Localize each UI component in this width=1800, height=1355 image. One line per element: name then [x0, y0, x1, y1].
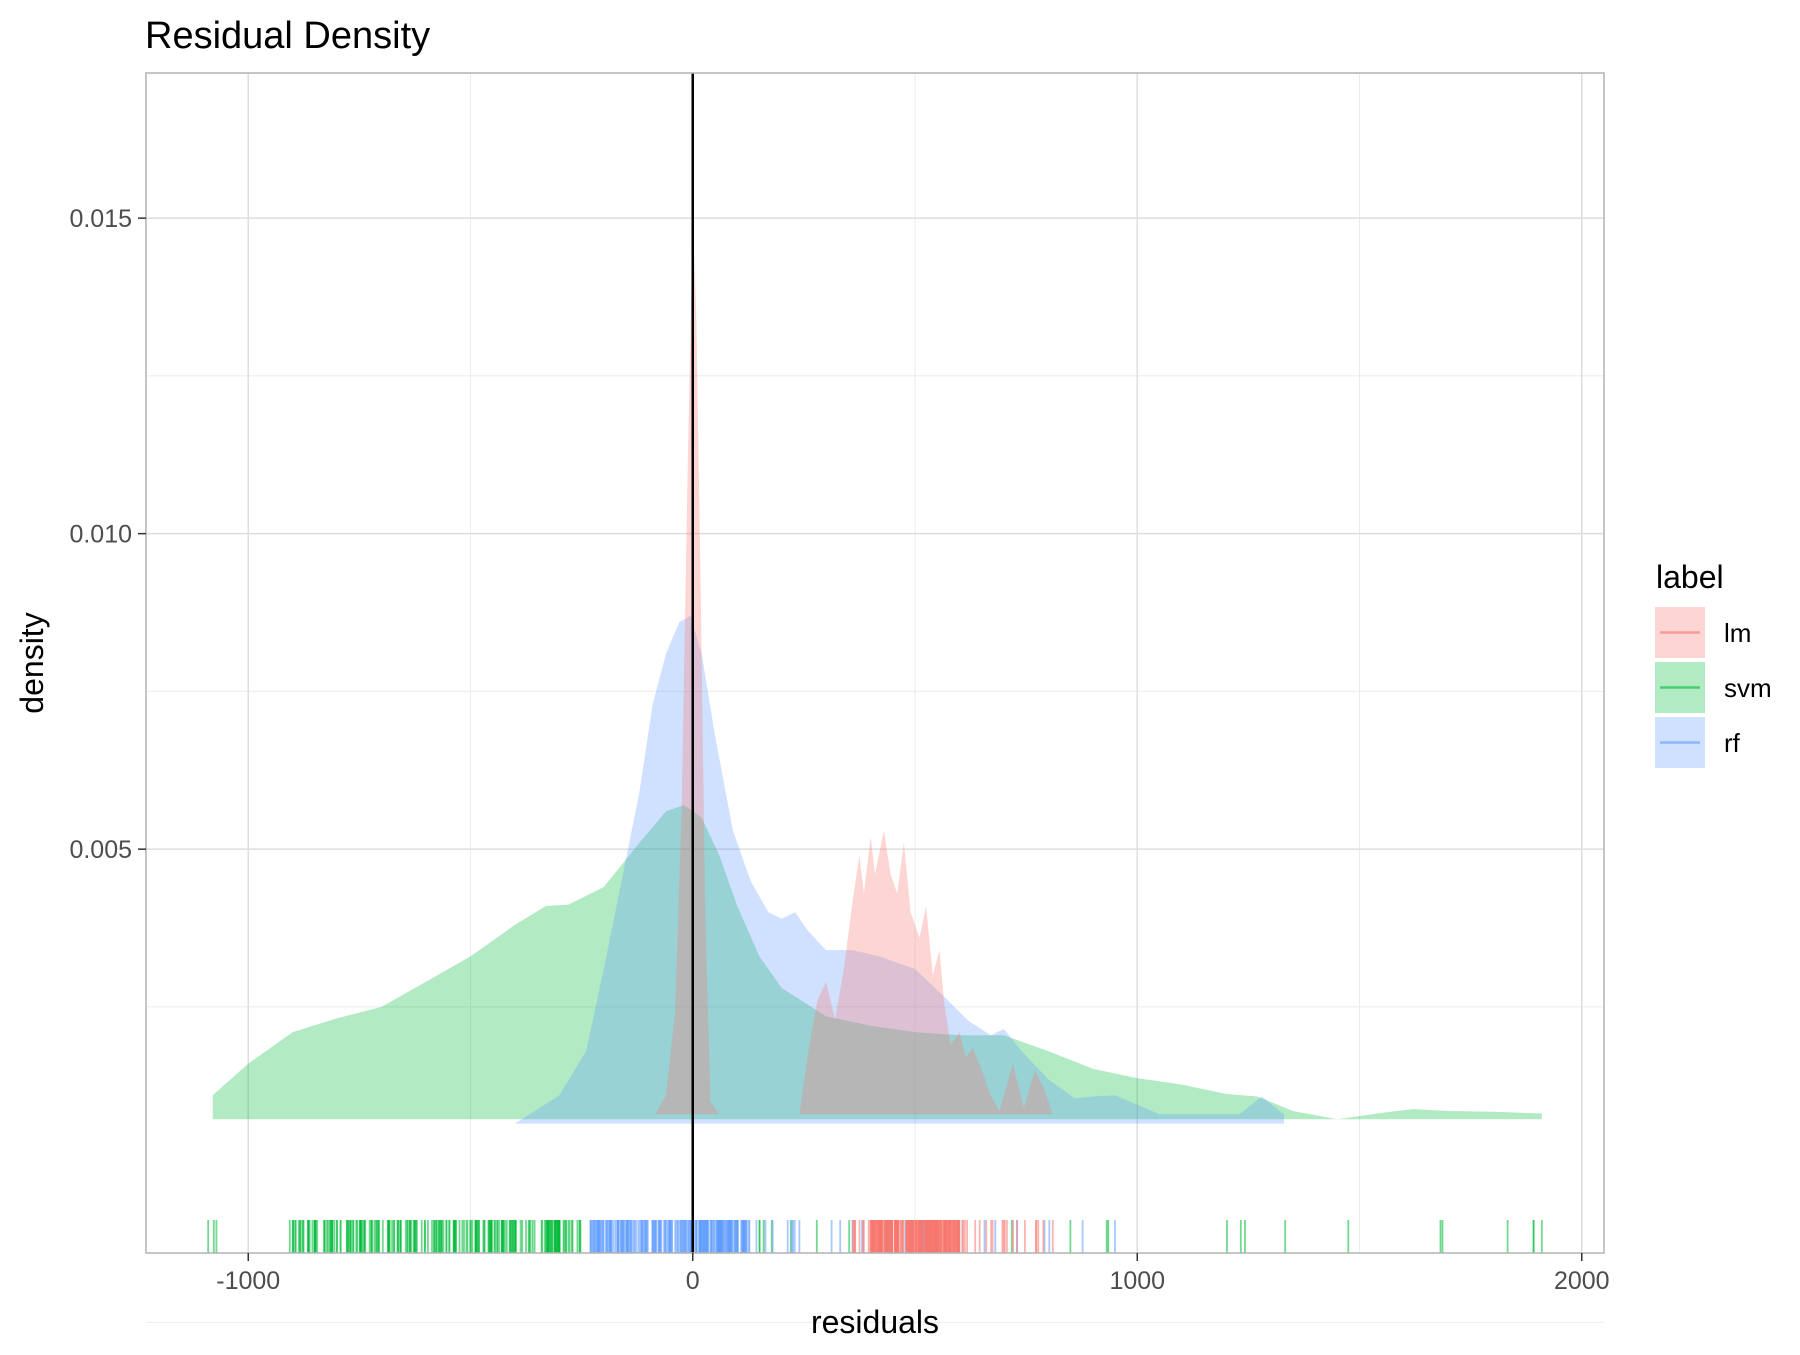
x-tick-label: -1000 — [216, 1267, 280, 1295]
y-tick-label: 0.005 — [69, 836, 132, 864]
legend-label-lm: lm — [1724, 618, 1751, 648]
legend-label-svm: svm — [1724, 673, 1772, 703]
density-area-rf — [514, 615, 1284, 1124]
plot-border — [145, 72, 1605, 1254]
axes: -1000 0 1000 2000 0.005 0.010 0.015 — [69, 205, 1609, 1295]
legend-label-rf: rf — [1724, 728, 1741, 758]
rug-ticks — [207, 1220, 1543, 1253]
legend-title: label — [1656, 559, 1724, 595]
x-tick-label: 2000 — [1554, 1267, 1610, 1295]
x-tick-label: 0 — [686, 1267, 700, 1295]
y-tick-label: 0.015 — [69, 205, 132, 233]
chart-title: Residual Density — [145, 15, 430, 57]
y-tick-label: 0.010 — [69, 521, 132, 549]
y-axis-label: density — [14, 612, 50, 713]
density-area-lm — [655, 218, 1053, 1115]
legend: label lm svm rf — [1655, 559, 1772, 768]
x-tick-label: 1000 — [1109, 1267, 1165, 1295]
density-areas — [212, 218, 1542, 1124]
x-axis-label: residuals — [811, 1304, 939, 1340]
density-area-svm — [212, 805, 1542, 1120]
plot-panel — [146, 73, 1604, 1253]
